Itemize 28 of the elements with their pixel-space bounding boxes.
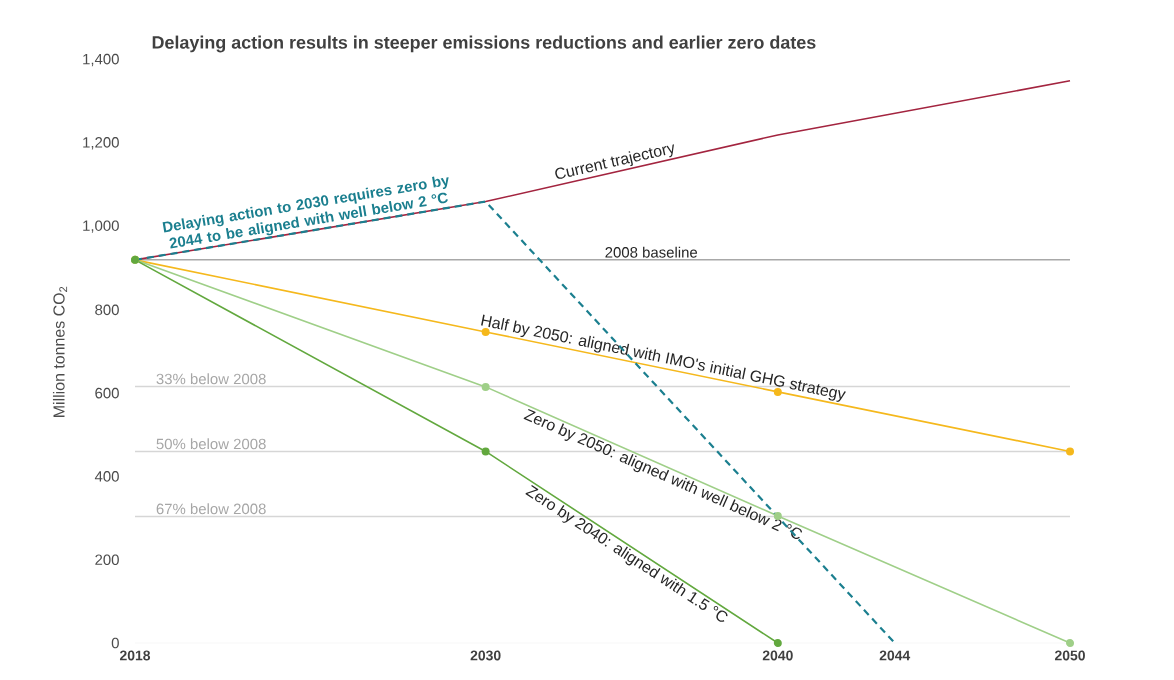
ref-line-label: 67% below 2008 bbox=[156, 503, 266, 515]
point bbox=[1066, 638, 1075, 647]
y-tick-label: 600 bbox=[95, 387, 119, 399]
y-tick-label: 1,400 bbox=[83, 53, 119, 67]
x-tick-label: 2030 bbox=[470, 650, 501, 661]
point bbox=[773, 638, 782, 647]
chart-title: Delaying action results in steeper emissions reductions and earlier zero dates bbox=[152, 35, 816, 53]
text: Current trajectory bbox=[555, 144, 674, 179]
ref-line-label: 2008 baseline bbox=[605, 246, 698, 258]
y-axis-title: Million tonnes CO$_{2}$ bbox=[52, 286, 68, 417]
point bbox=[773, 387, 782, 396]
x-tick-label: 2040 bbox=[762, 650, 793, 661]
ref-line-label: 33% below 2008 bbox=[156, 373, 266, 385]
text: Half by 2050: aligned with IMO's initial GHG strategy bbox=[481, 314, 846, 402]
y-tick-label: 800 bbox=[95, 304, 119, 316]
x-tick-label: 2050 bbox=[1054, 650, 1085, 661]
point bbox=[481, 382, 490, 391]
y-tick-label: 0 bbox=[111, 637, 119, 649]
ref-line-label: 50% below 2008 bbox=[156, 438, 266, 450]
point bbox=[1066, 447, 1075, 456]
y-tick-label: 1,200 bbox=[83, 137, 119, 150]
x-tick-label: 2018 bbox=[119, 650, 151, 661]
point bbox=[481, 447, 490, 456]
y-tick-label: 400 bbox=[94, 471, 119, 482]
y-tick-label: 1,000 bbox=[83, 220, 119, 233]
x-tick-label: 2044 bbox=[879, 650, 911, 661]
y-tick-label: 200 bbox=[95, 554, 119, 565]
text: Delaying action to 2030 requires zero by 2044 to be aligned with well below 2 °C bbox=[162, 176, 449, 249]
